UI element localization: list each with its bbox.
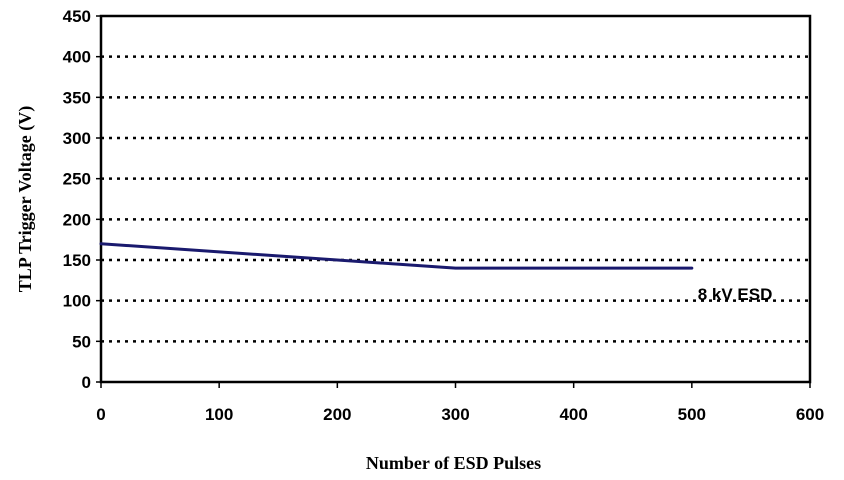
x-axis-title: Number of ESD Pulses xyxy=(366,453,541,473)
y-tick-label-0: 0 xyxy=(82,373,91,392)
x-tick-label-400: 400 xyxy=(559,405,587,424)
y-axis-title: TLP Trigger Voltage (V) xyxy=(15,106,36,293)
y-tick-label-150: 150 xyxy=(63,251,91,270)
y-tick-label-250: 250 xyxy=(63,170,91,189)
series-lines xyxy=(99,242,694,270)
gridlines xyxy=(101,55,810,343)
x-tick-label-500: 500 xyxy=(678,405,706,424)
x-tick-label-300: 300 xyxy=(441,405,469,424)
annotation-label: 8 kV ESD xyxy=(698,285,773,304)
plot-area-frame xyxy=(99,14,812,384)
x-tick-label-0: 0 xyxy=(96,405,105,424)
y-axis-ticks: 0 50 100 150 200 250 300 350 400 450 xyxy=(63,7,101,392)
y-tick-label-300: 300 xyxy=(63,129,91,148)
y-tick-label-200: 200 xyxy=(63,210,91,229)
y-tick-label-100: 100 xyxy=(63,292,91,311)
annotations: 8 kV ESD xyxy=(698,285,773,304)
y-tick-label-50: 50 xyxy=(72,332,91,351)
y-tick-label-450: 450 xyxy=(63,7,91,26)
x-tick-label-600: 600 xyxy=(796,405,824,424)
y-tick-label-400: 400 xyxy=(63,48,91,67)
x-axis-ticks: 0 100 200 300 400 500 600 xyxy=(96,382,824,424)
series-line-0 xyxy=(99,242,694,270)
x-tick-label-200: 200 xyxy=(323,405,351,424)
x-tick-label-100: 100 xyxy=(205,405,233,424)
y-tick-label-350: 350 xyxy=(63,88,91,107)
